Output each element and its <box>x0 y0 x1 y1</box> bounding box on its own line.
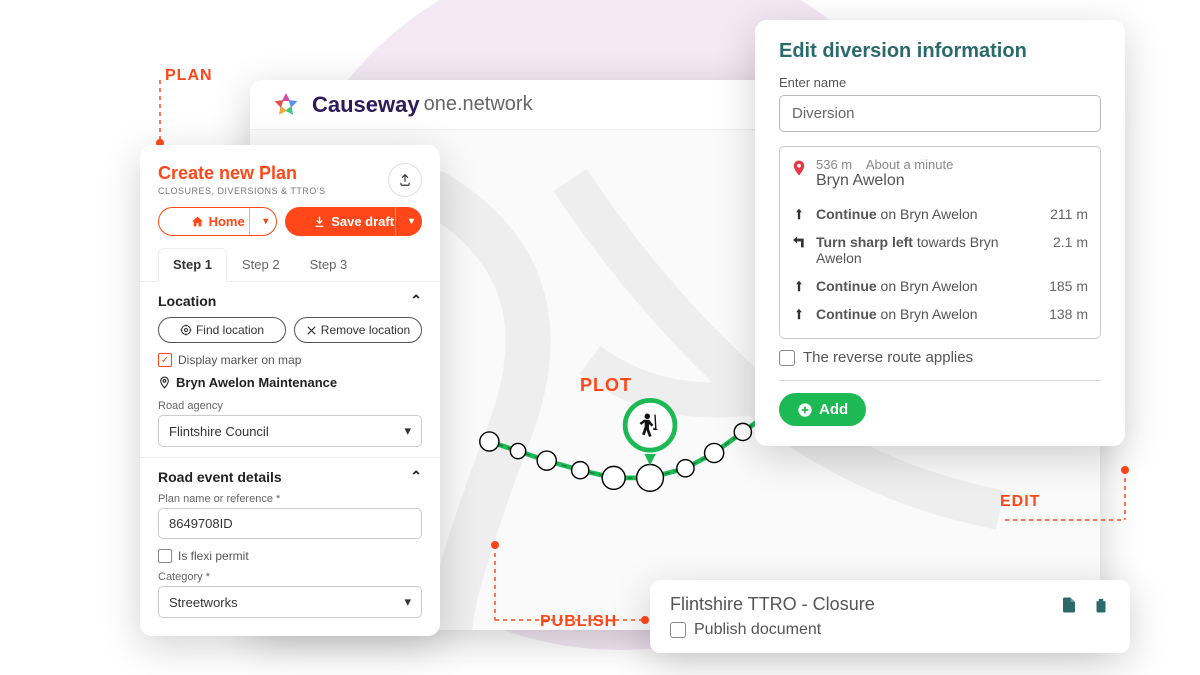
publish-doc-label: Publish document <box>694 621 821 639</box>
home-icon <box>191 215 204 228</box>
route-duration: About a minute <box>866 157 953 172</box>
route-step[interactable]: Turn sharp left towards Bryn Awelon 2.1 m <box>790 228 1088 272</box>
publish-panel: Flintshire TTRO - Closure Publish docume… <box>650 580 1130 653</box>
step-text: Continue on Bryn Awelon <box>816 206 1042 222</box>
road-agency-select[interactable]: Flintshire Council ▾ <box>158 415 422 447</box>
find-location-button[interactable]: Find location <box>158 317 286 343</box>
chevron-down-icon: ▾ <box>404 423 411 439</box>
plan-name-value: 8649708ID <box>169 516 233 531</box>
publish-doc-checkbox[interactable] <box>670 622 686 638</box>
tab-step-2[interactable]: Step 2 <box>227 248 295 281</box>
reverse-route-checkbox[interactable] <box>779 350 795 366</box>
create-plan-panel: Create new Plan CLOSURES, DIVERSIONS & T… <box>140 145 440 636</box>
pin-icon <box>790 157 808 179</box>
direction-icon <box>790 306 808 322</box>
step-text: Continue on Bryn Awelon <box>816 278 1041 294</box>
step-distance: 138 m <box>1049 306 1088 322</box>
plan-name-input[interactable]: 8649708ID <box>158 508 422 539</box>
remove-location-label: Remove location <box>321 323 410 337</box>
tab-step-1[interactable]: Step 1 <box>158 248 227 282</box>
plan-subtitle: CLOSURES, DIVERSIONS & TTRO'S <box>158 186 326 196</box>
callout-plan: PLAN <box>165 67 213 85</box>
route-step[interactable]: Continue on Bryn Awelon 211 m <box>790 200 1088 228</box>
close-icon <box>306 325 317 336</box>
collapse-icon[interactable]: ⌃ <box>410 292 422 309</box>
download-icon <box>313 215 326 228</box>
flexi-permit-checkbox[interactable] <box>158 549 172 563</box>
callout-publish: PUBLISH <box>540 613 617 631</box>
save-label: Save draft <box>331 214 394 229</box>
route-distance: 536 m <box>816 157 852 172</box>
step-distance: 185 m <box>1049 278 1088 294</box>
pin-icon <box>158 376 171 389</box>
product-name: one.network <box>424 93 533 116</box>
find-location-label: Find location <box>196 323 264 337</box>
location-header: Location <box>158 293 216 309</box>
direction-icon <box>790 234 808 250</box>
tab-step-3[interactable]: Step 3 <box>295 248 363 281</box>
road-agency-label: Road agency <box>158 400 422 412</box>
trash-icon[interactable] <box>1092 595 1110 615</box>
direction-icon <box>790 206 808 222</box>
step-distance: 2.1 m <box>1053 234 1088 250</box>
diversion-name-value: Diversion <box>792 105 855 122</box>
share-button[interactable] <box>388 163 422 197</box>
road-agency-value: Flintshire Council <box>169 424 269 439</box>
flexi-permit-label: Is flexi permit <box>178 549 249 563</box>
plan-name-label: Plan name or reference * <box>158 493 422 505</box>
brand-name: Causeway <box>312 92 420 118</box>
chevron-down-icon[interactable]: ▾ <box>263 216 268 227</box>
add-button[interactable]: Add <box>779 393 866 426</box>
add-label: Add <box>819 401 848 418</box>
pdf-icon[interactable] <box>1060 595 1078 615</box>
step-text: Continue on Bryn Awelon <box>816 306 1041 322</box>
location-value: Bryn Awelon Maintenance <box>176 375 337 390</box>
crosshair-icon <box>180 324 192 336</box>
reverse-route-label: The reverse route applies <box>803 349 973 366</box>
edit-title: Edit diversion information <box>779 40 1101 63</box>
plus-icon <box>797 402 813 418</box>
route-location: Bryn Awelon <box>816 172 953 190</box>
display-marker-label: Display marker on map <box>178 353 301 367</box>
callout-edit: EDIT <box>1000 493 1040 511</box>
home-button[interactable]: Home ▾ <box>158 207 277 236</box>
name-label: Enter name <box>779 75 1101 90</box>
details-header: Road event details <box>158 469 282 485</box>
collapse-icon[interactable]: ⌃ <box>410 468 422 485</box>
share-icon <box>398 173 412 187</box>
route-list: 536 m About a minute Bryn Awelon Continu… <box>779 146 1101 339</box>
edit-diversion-panel: Edit diversion information Enter name Di… <box>755 20 1125 446</box>
logo-icon <box>270 89 302 121</box>
route-step[interactable]: Continue on Bryn Awelon 185 m <box>790 272 1088 300</box>
category-select[interactable]: Streetworks ▾ <box>158 586 422 618</box>
step-text: Turn sharp left towards Bryn Awelon <box>816 234 1045 266</box>
step-tabs: Step 1Step 2Step 3 <box>140 248 440 282</box>
save-draft-button[interactable]: Save draft ▾ <box>285 207 422 236</box>
publish-title: Flintshire TTRO - Closure <box>670 594 875 615</box>
chevron-down-icon: ▾ <box>404 594 411 610</box>
step-distance: 211 m <box>1050 206 1088 222</box>
callout-plot: PLOT <box>580 375 632 396</box>
chevron-down-icon[interactable]: ▾ <box>409 216 414 227</box>
direction-icon <box>790 278 808 294</box>
home-label: Home <box>209 214 245 229</box>
category-value: Streetworks <box>169 595 238 610</box>
diversion-name-input[interactable]: Diversion <box>779 95 1101 132</box>
plan-title: Create new Plan <box>158 163 326 184</box>
route-step[interactable]: Continue on Bryn Awelon 138 m <box>790 300 1088 328</box>
remove-location-button[interactable]: Remove location <box>294 317 422 343</box>
display-marker-checkbox[interactable]: ✓ <box>158 353 172 367</box>
connector-plan <box>155 75 195 155</box>
category-label: Category * <box>158 571 422 583</box>
